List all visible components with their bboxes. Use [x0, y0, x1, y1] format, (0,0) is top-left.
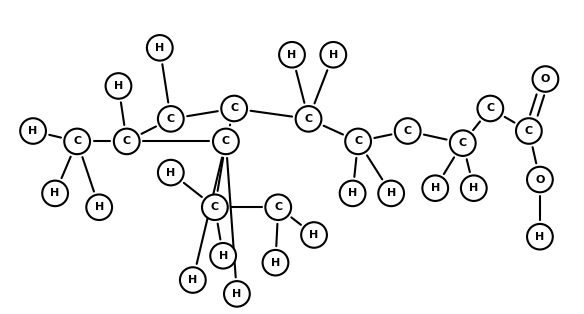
Text: C: C	[73, 136, 81, 146]
Ellipse shape	[296, 106, 321, 132]
Ellipse shape	[86, 194, 112, 220]
Text: H: H	[469, 183, 478, 193]
Ellipse shape	[213, 129, 239, 154]
Text: O: O	[535, 175, 545, 185]
Ellipse shape	[516, 118, 542, 144]
Text: C: C	[525, 126, 533, 136]
Text: C: C	[274, 202, 282, 212]
Text: H: H	[218, 251, 228, 261]
Text: C: C	[354, 136, 362, 146]
Text: H: H	[310, 230, 319, 240]
Ellipse shape	[158, 160, 184, 185]
Ellipse shape	[42, 181, 68, 206]
Ellipse shape	[450, 130, 475, 156]
Ellipse shape	[527, 224, 553, 250]
Text: H: H	[271, 258, 280, 268]
Ellipse shape	[461, 176, 486, 201]
Text: C: C	[222, 136, 230, 146]
Text: C: C	[404, 126, 412, 136]
Ellipse shape	[478, 96, 503, 121]
Text: H: H	[387, 188, 396, 198]
Ellipse shape	[422, 176, 448, 201]
Ellipse shape	[533, 66, 558, 92]
Ellipse shape	[147, 35, 173, 61]
Ellipse shape	[224, 281, 250, 307]
Text: H: H	[348, 188, 357, 198]
Text: C: C	[167, 114, 175, 124]
Ellipse shape	[378, 181, 404, 206]
Ellipse shape	[340, 181, 366, 206]
Text: C: C	[211, 202, 219, 212]
Ellipse shape	[527, 167, 553, 192]
Text: H: H	[232, 289, 242, 299]
Ellipse shape	[301, 222, 327, 248]
Ellipse shape	[395, 118, 420, 144]
Ellipse shape	[20, 118, 46, 144]
Text: C: C	[304, 114, 312, 124]
Ellipse shape	[221, 96, 247, 121]
Ellipse shape	[202, 194, 228, 220]
Text: C: C	[230, 104, 238, 113]
Ellipse shape	[180, 267, 206, 293]
Text: H: H	[50, 188, 60, 198]
Ellipse shape	[345, 129, 371, 154]
Ellipse shape	[64, 129, 90, 154]
Text: H: H	[95, 202, 104, 212]
Ellipse shape	[321, 42, 346, 68]
Ellipse shape	[263, 250, 288, 275]
Ellipse shape	[106, 73, 131, 99]
Text: C: C	[486, 104, 495, 113]
Text: H: H	[114, 81, 123, 91]
Text: H: H	[29, 126, 38, 136]
Text: H: H	[287, 50, 297, 60]
Text: H: H	[166, 168, 175, 178]
Ellipse shape	[265, 194, 291, 220]
Text: C: C	[123, 136, 131, 146]
Text: H: H	[430, 183, 440, 193]
Text: H: H	[188, 275, 197, 285]
Text: O: O	[541, 74, 550, 84]
Text: C: C	[458, 138, 467, 148]
Ellipse shape	[158, 106, 184, 132]
Ellipse shape	[114, 129, 140, 154]
Text: H: H	[329, 50, 338, 60]
Text: H: H	[536, 232, 544, 242]
Ellipse shape	[279, 42, 305, 68]
Ellipse shape	[210, 243, 236, 268]
Text: H: H	[155, 43, 165, 53]
